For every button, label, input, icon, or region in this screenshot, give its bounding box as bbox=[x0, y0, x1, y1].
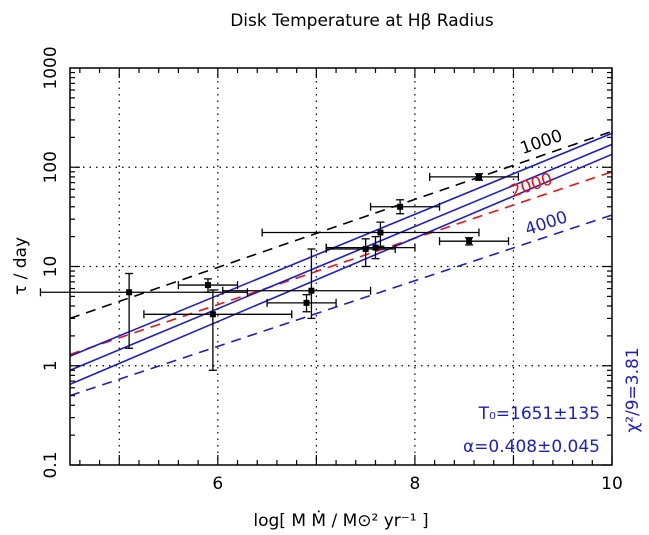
fit-line bbox=[70, 153, 612, 386]
axis-ticks bbox=[70, 68, 613, 466]
grid bbox=[70, 68, 612, 465]
x-tick-label: 6 bbox=[212, 474, 223, 494]
data-point bbox=[261, 221, 480, 247]
y-axis-label: τ / day bbox=[11, 237, 31, 295]
fit-line bbox=[70, 143, 612, 372]
point-marker bbox=[377, 229, 384, 236]
model-line-2000 bbox=[70, 171, 612, 356]
x-tick-label: 8 bbox=[409, 474, 420, 494]
y-tick-label: 1 bbox=[41, 360, 61, 371]
data-point bbox=[266, 294, 337, 313]
y-tick-label: 100 bbox=[41, 151, 61, 183]
model-label-4000: 4000 bbox=[523, 207, 570, 240]
point-marker bbox=[362, 246, 369, 253]
point-marker bbox=[466, 238, 473, 245]
chi2-annotation: χ²/9=3.81 bbox=[623, 347, 643, 432]
fit-line bbox=[70, 132, 612, 357]
y-tick-label: 10 bbox=[41, 256, 61, 278]
data-point bbox=[143, 289, 293, 371]
data-point bbox=[429, 172, 520, 181]
data-point bbox=[177, 278, 239, 293]
point-marker bbox=[397, 203, 404, 210]
model-lines bbox=[70, 130, 612, 397]
fit-lines bbox=[70, 132, 612, 386]
alpha-annotation: α=0.408±0.045 bbox=[463, 437, 600, 457]
data-points bbox=[39, 172, 520, 371]
model-label-2000: 2000 bbox=[508, 169, 555, 202]
data-point bbox=[369, 199, 441, 215]
tick-labels: 6 8 10 0.1 1 10 100 1000 bbox=[41, 46, 623, 494]
chart-title: Disk Temperature at Hβ Radius bbox=[230, 11, 494, 31]
data-point bbox=[325, 235, 416, 260]
point-marker bbox=[303, 299, 310, 306]
data-point bbox=[222, 248, 372, 320]
data-point bbox=[325, 238, 396, 268]
point-marker bbox=[308, 287, 315, 294]
y-tick-label: 1000 bbox=[41, 46, 61, 89]
model-label-1000: 1000 bbox=[518, 126, 565, 159]
data-point bbox=[438, 237, 510, 246]
model-line-1000 bbox=[70, 130, 612, 320]
point-marker bbox=[209, 311, 216, 318]
y-tick-label: 0.1 bbox=[41, 451, 61, 478]
point-marker bbox=[475, 173, 482, 180]
t0-annotation: T₀=1651±135 bbox=[478, 404, 600, 424]
point-marker bbox=[204, 282, 211, 289]
point-marker bbox=[126, 289, 133, 296]
model-labels: 1000 2000 4000 bbox=[508, 126, 570, 240]
x-axis-label: log[ M Ṁ / M⊙² yr⁻¹ ] bbox=[253, 510, 428, 531]
model-line-4000 bbox=[70, 214, 612, 397]
point-marker bbox=[372, 244, 379, 251]
x-tick-label: 10 bbox=[601, 474, 623, 494]
